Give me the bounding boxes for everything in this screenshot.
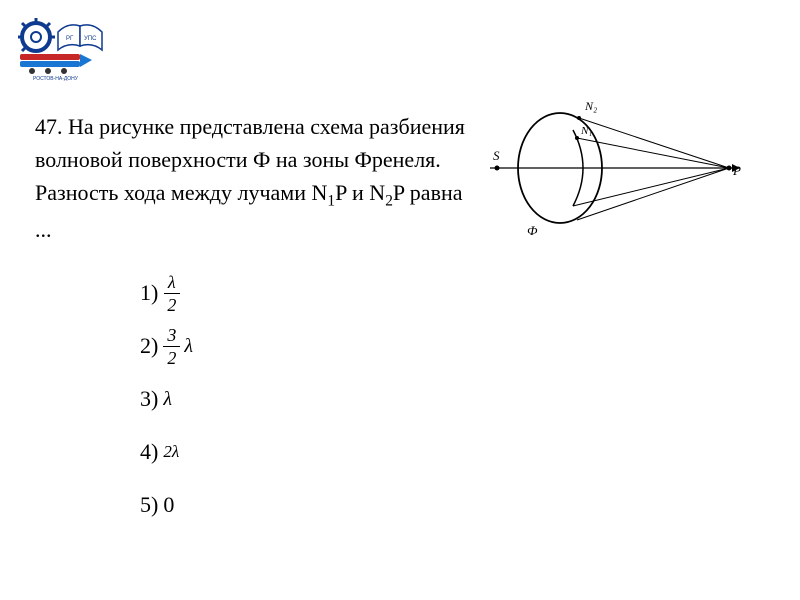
- label-p: P: [732, 163, 741, 178]
- option-1-denominator: 2: [163, 294, 180, 314]
- question-part2: P и N: [335, 180, 385, 205]
- option-5: 5) 0: [140, 483, 775, 528]
- option-1-fraction: λ 2: [163, 273, 180, 314]
- content-area: 47. На рисунке представлена схема разбие…: [35, 110, 775, 536]
- option-4: 4) 2λ: [140, 430, 775, 475]
- option-5-value: 0: [163, 492, 174, 518]
- question-text: 47. На рисунке представлена схема разбие…: [35, 110, 465, 246]
- option-2-num: 2): [140, 333, 158, 359]
- university-logo: РГ УПС РОСТОВ-НА-ДОНУ: [18, 12, 108, 82]
- option-3-value: λ: [163, 388, 172, 411]
- option-4-value: 2λ: [163, 442, 179, 462]
- label-phi: Ф: [527, 223, 538, 238]
- svg-text:РОСТОВ-НА-ДОНУ: РОСТОВ-НА-ДОНУ: [33, 76, 79, 82]
- question-number: 47.: [35, 114, 63, 139]
- svg-text:РГ: РГ: [66, 36, 74, 42]
- subscript-1: 1: [327, 192, 335, 209]
- svg-text:УПС: УПС: [84, 36, 97, 42]
- option-2-fraction: 3 2: [163, 326, 180, 367]
- answer-options: 1) λ 2 2) 3 2 λ 3) λ 4) 2λ 5) 0: [140, 271, 775, 528]
- option-5-num: 5): [140, 492, 158, 518]
- option-2-lambda: λ: [184, 335, 193, 358]
- label-n2: N₂: [584, 99, 597, 113]
- option-3-num: 3): [140, 386, 158, 412]
- fresnel-diagram: S P Ф N₁ N₂: [485, 90, 745, 240]
- subscript-2: 2: [385, 192, 393, 209]
- option-1: 1) λ 2: [140, 271, 775, 316]
- option-2: 2) 3 2 λ: [140, 324, 775, 369]
- option-3: 3) λ: [140, 377, 775, 422]
- option-4-num: 4): [140, 439, 158, 465]
- option-1-numerator: λ: [164, 273, 180, 294]
- option-2-numerator: 3: [163, 326, 180, 347]
- label-s: S: [493, 148, 500, 163]
- option-2-denominator: 2: [163, 347, 180, 367]
- question-block: 47. На рисунке представлена схема разбие…: [35, 110, 775, 246]
- label-n1: N₁: [580, 125, 592, 137]
- option-1-num: 1): [140, 280, 158, 306]
